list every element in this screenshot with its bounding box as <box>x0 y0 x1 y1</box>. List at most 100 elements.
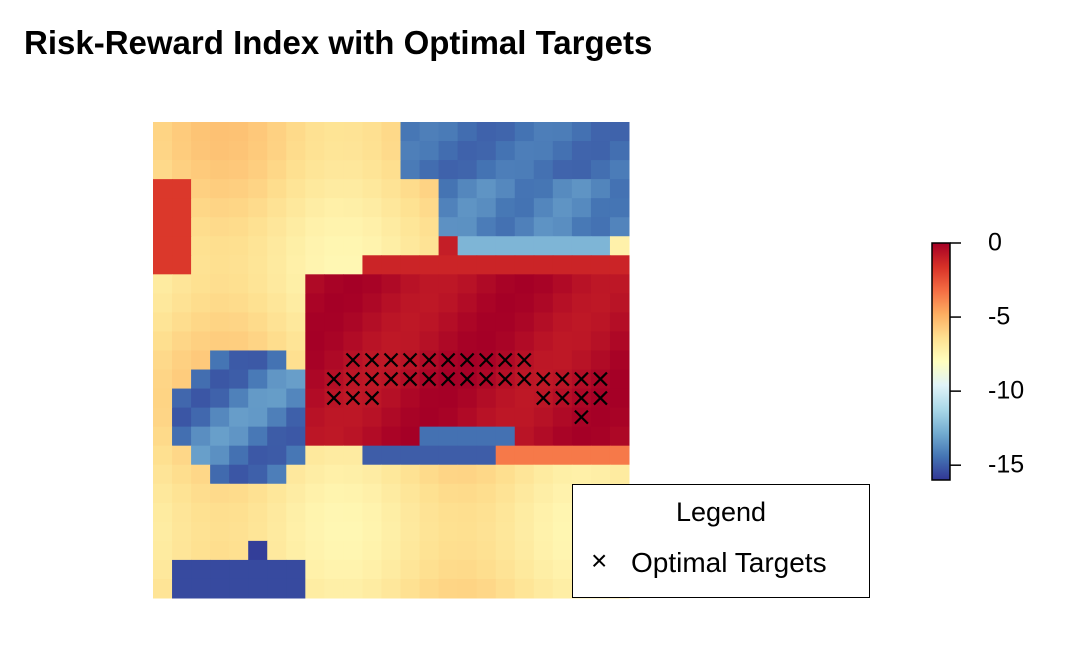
heatmap-cell <box>571 255 592 275</box>
heatmap-cell <box>286 369 306 390</box>
heatmap-cell <box>229 179 249 199</box>
optimal-target-marker <box>326 390 342 406</box>
heatmap-cell <box>362 217 382 237</box>
heatmap-cell <box>229 255 249 275</box>
heatmap-cell <box>305 217 325 237</box>
heatmap-cell <box>400 122 421 142</box>
optimal-target-marker <box>536 390 551 406</box>
heatmap-cell <box>172 141 192 161</box>
heatmap-cell <box>305 445 325 466</box>
heatmap-cell <box>495 312 516 332</box>
heatmap-cell <box>533 141 554 161</box>
heatmap-cell <box>343 502 363 523</box>
heatmap-cell <box>514 578 535 599</box>
heatmap-cell <box>457 521 478 542</box>
optimal-target-marker <box>459 371 475 387</box>
heatmap-cell <box>419 217 440 237</box>
heatmap-cell <box>590 179 611 199</box>
heatmap-cell <box>571 160 592 180</box>
heatmap-cell <box>381 445 402 466</box>
heatmap-cell <box>438 179 459 199</box>
heatmap-cell <box>590 293 611 313</box>
heatmap-cell <box>191 540 211 561</box>
heatmap-cell <box>229 483 249 504</box>
heatmap-cell <box>552 255 573 275</box>
heatmap-cell <box>609 122 630 142</box>
heatmap-cell <box>191 141 211 161</box>
heatmap-cell <box>381 540 402 561</box>
heatmap-cell <box>343 331 363 351</box>
heatmap-cell <box>286 350 306 371</box>
heatmap-cell <box>571 350 592 371</box>
heatmap-cell <box>552 426 573 447</box>
heatmap-cell <box>343 407 363 428</box>
heatmap-cell <box>267 274 287 294</box>
optimal-target-marker <box>574 409 589 425</box>
heatmap-cell <box>248 122 268 142</box>
optimal-target-marker <box>593 390 608 406</box>
heatmap-cell <box>438 426 459 447</box>
heatmap-cell <box>476 388 497 409</box>
heatmap-cell <box>172 217 192 237</box>
heatmap-cell <box>438 502 459 523</box>
heatmap-cell <box>229 122 249 142</box>
heatmap-cell <box>343 255 363 275</box>
heatmap-cell <box>286 293 306 313</box>
heatmap-cell <box>172 426 192 447</box>
heatmap-cell <box>381 179 402 199</box>
heatmap-cell <box>210 160 230 180</box>
heatmap-cell <box>362 179 382 199</box>
heatmap-cell <box>590 141 611 161</box>
heatmap-cell <box>362 141 382 161</box>
optimal-target-marker <box>440 371 456 387</box>
heatmap-cell <box>476 521 497 542</box>
heatmap-cell <box>172 274 192 294</box>
heatmap-cell <box>248 293 268 313</box>
heatmap-cell <box>210 388 230 409</box>
heatmap-cell <box>571 331 592 351</box>
heatmap-cell <box>438 198 459 218</box>
heatmap-cell <box>476 141 497 161</box>
heatmap-cell <box>381 198 402 218</box>
heatmap-cell <box>191 521 211 542</box>
heatmap-cell <box>210 540 230 561</box>
heatmap-cell <box>362 464 382 485</box>
heatmap-cell <box>457 217 478 237</box>
heatmap-cell <box>495 464 516 485</box>
optimal-target-marker <box>326 371 342 387</box>
heatmap-cell <box>609 369 630 390</box>
heatmap-cell <box>476 160 497 180</box>
heatmap-cell <box>229 407 249 428</box>
heatmap-cell <box>153 179 173 199</box>
heatmap-cell <box>495 293 516 313</box>
heatmap-cell <box>400 578 421 599</box>
heatmap-cell <box>153 236 173 256</box>
heatmap-cell <box>533 198 554 218</box>
heatmap-cell <box>305 160 325 180</box>
heatmap-cell <box>476 331 497 351</box>
heatmap-cell <box>419 331 440 351</box>
heatmap-cell <box>343 559 363 580</box>
heatmap-cell <box>495 255 516 275</box>
heatmap-cell <box>210 122 230 142</box>
heatmap-cell <box>305 578 325 599</box>
heatmap-cell <box>343 483 363 504</box>
optimal-target-marker <box>459 352 475 368</box>
heatmap-cell <box>172 350 192 371</box>
heatmap-cell <box>267 407 287 428</box>
heatmap-cell <box>362 236 382 256</box>
heatmap-cell <box>438 483 459 504</box>
heatmap-cell <box>172 578 192 599</box>
heatmap-cell <box>172 483 192 504</box>
optimal-target-marker <box>574 390 589 406</box>
heatmap-cell <box>514 217 535 237</box>
heatmap-cell <box>514 141 535 161</box>
heatmap-cell <box>267 388 287 409</box>
heatmap-cell <box>191 464 211 485</box>
heatmap-cell <box>590 464 611 485</box>
heatmap-cell <box>210 559 230 580</box>
heatmap-cell <box>533 502 554 523</box>
heatmap-cell <box>324 255 344 275</box>
heatmap-cell <box>210 464 230 485</box>
heatmap-cell <box>153 369 173 390</box>
